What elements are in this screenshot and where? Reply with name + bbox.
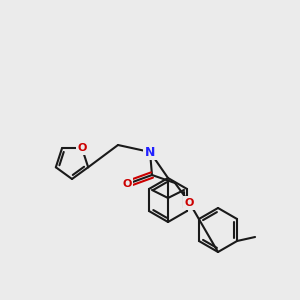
Text: O: O (122, 179, 132, 189)
Text: N: N (145, 146, 155, 158)
Text: O: O (77, 143, 87, 153)
Text: O: O (184, 198, 194, 208)
